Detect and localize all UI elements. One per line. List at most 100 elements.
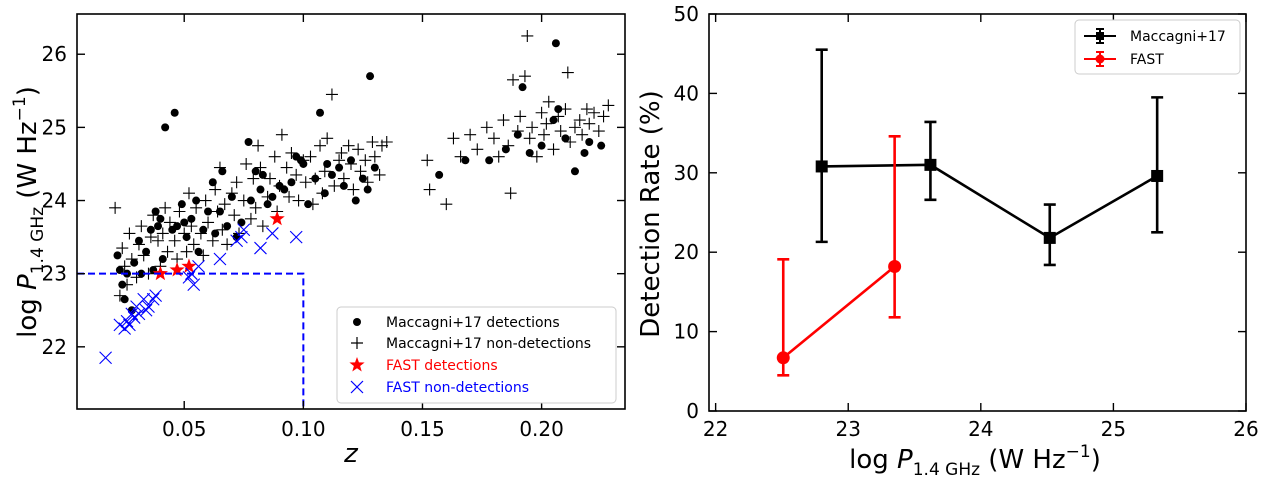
point-plus	[190, 201, 203, 214]
legend-label-maccagni-nondetections: Maccagni+17 non-detections	[386, 336, 591, 352]
point-circle	[161, 123, 170, 132]
point-plus	[137, 249, 150, 262]
y-tick-label: 30	[674, 161, 699, 185]
point-plus	[523, 132, 536, 145]
point-plus	[230, 176, 243, 189]
point-circle	[888, 259, 902, 273]
left-data-marks	[99, 29, 615, 365]
point-circle	[204, 207, 213, 216]
point-plus	[487, 132, 500, 145]
legend-marker-fast	[1084, 51, 1116, 67]
point-plus	[159, 201, 172, 214]
point-plus	[256, 220, 269, 233]
threshold-box	[77, 272, 305, 409]
point-plus	[602, 99, 615, 112]
point-plus	[147, 209, 160, 222]
point-plus	[304, 150, 317, 163]
left-x-axis-title: z	[343, 439, 359, 469]
point-plus	[218, 198, 231, 211]
error-bar	[888, 134, 901, 319]
left-legend: Maccagni+17 detections Maccagni+17 non-d…	[336, 306, 617, 404]
point-x	[237, 223, 251, 237]
point-x	[132, 307, 146, 321]
point-plus	[197, 249, 210, 262]
point-plus	[168, 234, 181, 247]
point-circle	[192, 196, 201, 205]
point-circle	[461, 156, 470, 165]
point-plus	[366, 136, 379, 149]
error-bar	[815, 48, 828, 244]
point-plus	[597, 110, 610, 123]
point-plus	[337, 172, 350, 185]
point-circle	[335, 163, 344, 172]
point-plus	[318, 165, 331, 178]
point-plus	[564, 136, 577, 149]
point-plus	[118, 260, 131, 273]
left-legend-box	[336, 306, 617, 404]
point-plus	[254, 161, 267, 174]
point-plus	[297, 154, 310, 167]
point-circle	[570, 167, 579, 176]
point-plus	[268, 150, 281, 163]
y-tick-label: 24	[42, 189, 67, 213]
point-circle	[485, 156, 494, 165]
point-plus	[380, 136, 393, 149]
point-circle	[366, 72, 375, 81]
right-axis-ticks: 22 23 24 25 26 0 10 20 30 40 50	[674, 2, 1259, 441]
point-star	[181, 258, 197, 273]
point-plus	[342, 139, 355, 152]
y-tick-label: 20	[674, 240, 699, 264]
point-plus	[125, 253, 138, 266]
point-x	[123, 318, 136, 332]
point-x	[213, 252, 227, 266]
point-plus	[440, 198, 453, 211]
point-circle	[327, 170, 336, 179]
point-plus	[497, 114, 510, 127]
threshold-line	[77, 272, 305, 409]
point-plus	[152, 234, 165, 247]
point-circle	[246, 196, 255, 205]
point-plus	[209, 183, 222, 196]
point-circle	[776, 351, 790, 365]
point-circle	[146, 225, 155, 234]
point-plus	[178, 227, 191, 240]
point-plus	[514, 110, 527, 123]
point-plus	[285, 146, 298, 159]
point-plus	[121, 278, 134, 291]
point-plus	[273, 179, 286, 192]
point-circle	[137, 269, 146, 278]
point-x	[289, 230, 303, 244]
point-plus	[345, 157, 357, 170]
point-plus	[535, 106, 548, 119]
y-tick-label: 22	[42, 335, 67, 359]
point-circle	[518, 83, 527, 92]
point-plus	[583, 117, 596, 130]
legend-star-shape	[349, 357, 365, 372]
point-plus	[552, 110, 565, 123]
point-circle	[256, 185, 265, 194]
point-circle	[339, 181, 348, 190]
x-tick-label: 0.20	[519, 417, 564, 441]
point-circle	[263, 200, 272, 209]
point-plus	[263, 172, 276, 185]
point-plus	[361, 176, 374, 189]
point-circle	[187, 214, 196, 223]
point-plus	[187, 238, 200, 251]
left-plot-frame	[76, 13, 626, 410]
point-plus	[373, 168, 386, 181]
y-tick-label: 10	[674, 320, 699, 344]
x-tick-label: 0.15	[400, 417, 445, 441]
right-line-panel: 22 23 24 25 26 0 10 20 30 40 50 log P1.4 GHz (W Hz…	[636, 2, 1259, 480]
point-plus	[206, 234, 219, 247]
point-x	[235, 230, 248, 244]
point-x	[146, 292, 160, 306]
point-plus	[352, 143, 365, 156]
point-square	[815, 160, 828, 173]
legend-marker-maccagni17	[1084, 28, 1116, 44]
point-plus	[447, 132, 460, 145]
y-tick-label: 23	[42, 262, 67, 286]
right-y-axis-title: Detection Rate (%)	[636, 90, 666, 337]
point-plus	[135, 220, 148, 233]
legend-label-fast: FAST	[1130, 52, 1164, 68]
series-line	[821, 163, 1158, 240]
